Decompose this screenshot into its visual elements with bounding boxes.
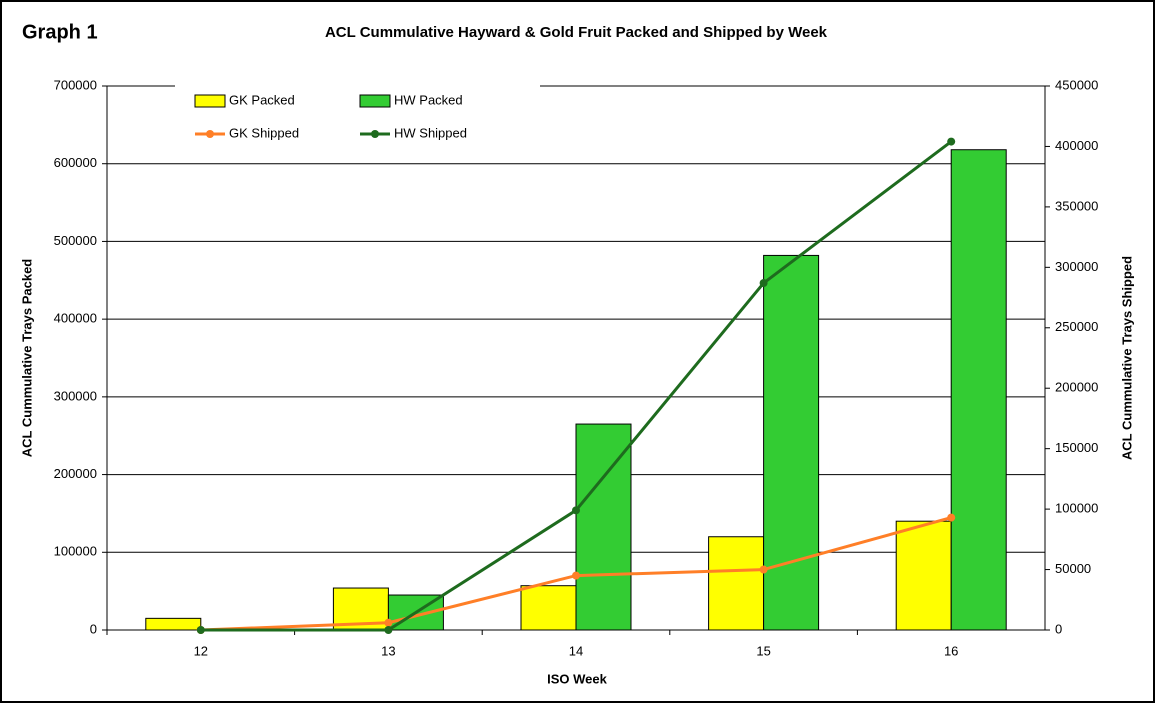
legend-label: HW Shipped: [394, 125, 467, 140]
line-marker: [196, 626, 205, 634]
legend-marker: [371, 130, 379, 138]
legend-label: HW Packed: [394, 92, 463, 107]
y2-tick-label: 0: [1055, 621, 1062, 636]
y2-tick-label: 400000: [1055, 138, 1098, 153]
bar: [520, 585, 577, 631]
y2-tick-label: 300000: [1055, 259, 1098, 274]
line-marker: [759, 279, 768, 288]
line-marker: [572, 571, 580, 580]
y2-tick-label: 200000: [1055, 380, 1098, 395]
bar: [708, 536, 765, 631]
legend-swatch: [194, 94, 226, 108]
y-tick-label: 300000: [54, 388, 97, 403]
bar: [145, 617, 202, 631]
y2-tick-label: 250000: [1055, 319, 1098, 334]
line-marker: [947, 513, 956, 522]
line-marker: [947, 137, 956, 146]
line-marker: [572, 506, 580, 515]
y-tick-label: 600000: [54, 155, 97, 170]
legend-box: [175, 80, 540, 152]
x-tick-label: 12: [194, 643, 208, 658]
x-tick-label: 15: [756, 643, 770, 658]
y-tick-label: 200000: [54, 466, 97, 481]
bar: [763, 254, 820, 631]
y2-axis-label: ACL Cummulative Trays Shipped: [1119, 256, 1134, 460]
y-tick-label: 0: [90, 621, 97, 636]
x-axis-label: ISO Week: [547, 671, 608, 686]
legend-label: GK Packed: [229, 92, 295, 107]
y-tick-label: 700000: [54, 77, 97, 92]
bar: [950, 149, 1007, 631]
line-marker: [384, 626, 393, 634]
y-tick-label: 500000: [54, 233, 97, 248]
bar: [895, 520, 952, 631]
legend-label: GK Shipped: [229, 125, 299, 140]
y2-tick-label: 150000: [1055, 440, 1098, 455]
line-marker: [384, 618, 393, 627]
bar: [575, 423, 632, 631]
chart-title: ACL Cummulative Hayward & Gold Fruit Pac…: [325, 24, 828, 41]
y-tick-label: 100000: [54, 544, 97, 559]
y2-tick-label: 450000: [1055, 77, 1098, 92]
line-marker: [759, 565, 768, 574]
y2-tick-label: 350000: [1055, 198, 1098, 213]
y2-tick-label: 100000: [1055, 501, 1098, 516]
legend-swatch: [359, 94, 391, 108]
x-tick-label: 14: [569, 643, 583, 658]
y-axis-label: ACL Cummulative Trays Packed: [19, 259, 34, 458]
x-tick-label: 16: [944, 643, 958, 658]
legend-marker: [206, 130, 214, 138]
graph-label: Graph 1: [22, 21, 98, 43]
y-tick-label: 400000: [54, 311, 97, 326]
x-tick-label: 13: [381, 643, 395, 658]
y2-tick-label: 50000: [1055, 561, 1091, 576]
